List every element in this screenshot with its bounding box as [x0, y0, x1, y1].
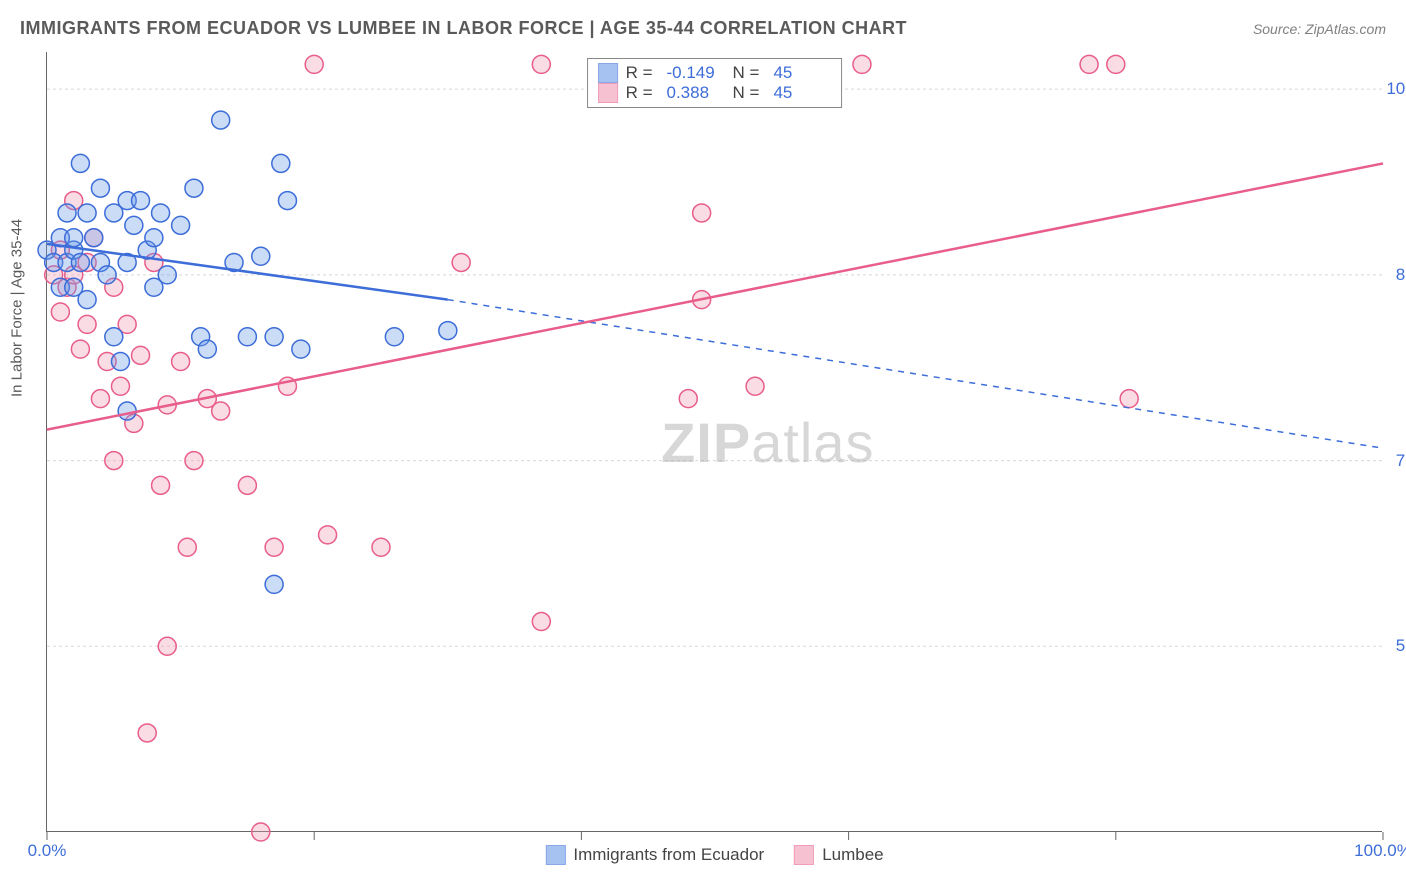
- chart-svg: [47, 52, 1383, 832]
- r-value-a: -0.149: [667, 63, 725, 83]
- x-tick-label: 0.0%: [28, 841, 67, 861]
- y-tick-label: 70.0%: [1396, 451, 1406, 471]
- y-tick-label: 85.0%: [1396, 265, 1406, 285]
- r-label: R =: [626, 63, 653, 83]
- series-a-label: Immigrants from Ecuador: [573, 845, 764, 865]
- y-axis-title: In Labor Force | Age 35-44: [9, 218, 26, 396]
- swatch-series-b: [598, 83, 618, 103]
- x-tick-label: 100.0%: [1354, 841, 1406, 861]
- series-legend: Immigrants from Ecuador Lumbee: [545, 845, 883, 865]
- swatch-series-a: [545, 845, 565, 865]
- n-value-b: 45: [773, 83, 831, 103]
- n-value-a: 45: [773, 63, 831, 83]
- r-label: R =: [626, 83, 653, 103]
- y-tick-label: 100.0%: [1386, 79, 1406, 99]
- y-tick-label: 55.0%: [1396, 636, 1406, 656]
- legend-item-a: Immigrants from Ecuador: [545, 845, 764, 865]
- n-label: N =: [733, 63, 760, 83]
- legend-row-b: R = 0.388 N = 45: [598, 83, 832, 103]
- source-label: Source: ZipAtlas.com: [1253, 21, 1386, 37]
- scatter-plot: In Labor Force | Age 35-44 R = -0.149 N …: [46, 52, 1382, 832]
- swatch-series-a: [598, 63, 618, 83]
- r-value-b: 0.388: [667, 83, 725, 103]
- n-label: N =: [733, 83, 760, 103]
- chart-title: IMMIGRANTS FROM ECUADOR VS LUMBEE IN LAB…: [20, 18, 907, 39]
- swatch-series-b: [794, 845, 814, 865]
- legend-row-a: R = -0.149 N = 45: [598, 63, 832, 83]
- legend-item-b: Lumbee: [794, 845, 883, 865]
- series-b-label: Lumbee: [822, 845, 883, 865]
- correlation-legend: R = -0.149 N = 45 R = 0.388 N = 45: [587, 58, 843, 108]
